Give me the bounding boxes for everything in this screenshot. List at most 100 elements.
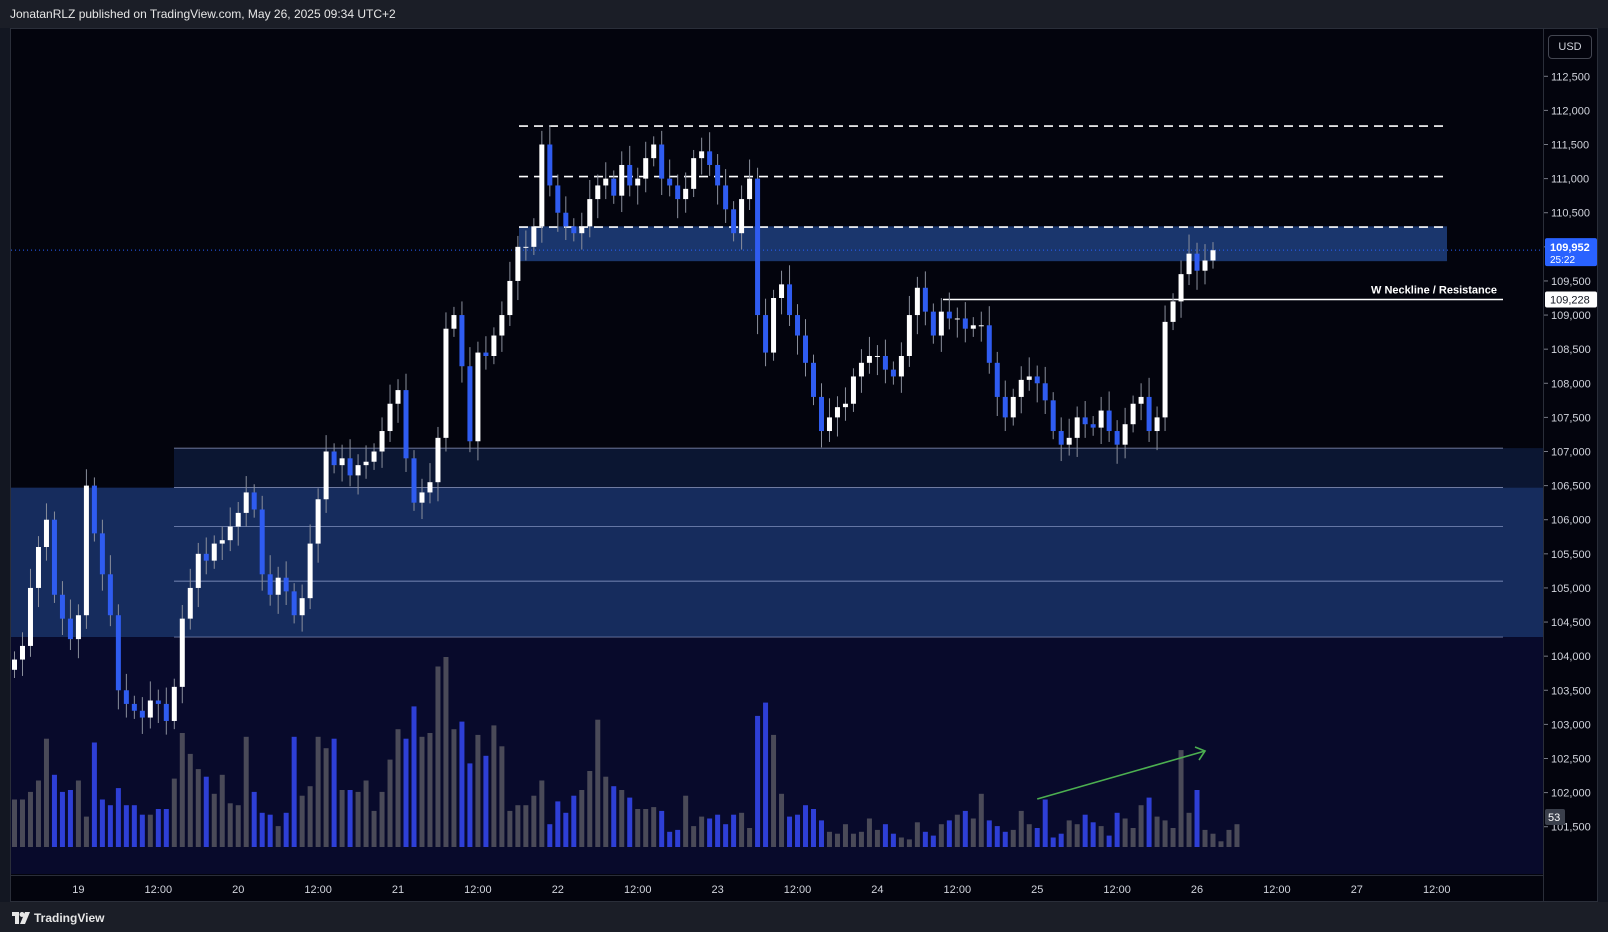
price-axis[interactable]: 112,500112,000111,500111,000110,500110,0…	[1543, 29, 1598, 901]
candle	[155, 689, 161, 724]
candle	[363, 445, 369, 479]
volume-bar	[235, 805, 241, 847]
candle-body	[1194, 253, 1200, 271]
candle	[203, 537, 209, 575]
volume-bar	[1194, 790, 1200, 847]
volume-bar	[531, 795, 537, 847]
currency-button[interactable]: USD	[1548, 35, 1592, 59]
volume-bar	[1202, 829, 1208, 847]
candle-body	[27, 587, 33, 646]
candle-body	[579, 226, 585, 234]
candle-body	[403, 390, 409, 459]
volume-bar	[395, 729, 401, 847]
time-tick-label: 19	[72, 884, 84, 896]
candle-body	[371, 451, 377, 462]
volume-bar	[563, 812, 569, 847]
candle-body	[1082, 417, 1088, 425]
volume-bar	[75, 780, 81, 847]
candle	[811, 354, 816, 406]
candle	[866, 336, 872, 374]
candle-body	[866, 355, 872, 363]
candle	[1210, 242, 1216, 269]
candle	[858, 349, 864, 393]
time-tick-label: 12:00	[1103, 884, 1131, 896]
volume-bar	[1082, 814, 1088, 847]
candle-body	[12, 659, 17, 670]
candle-body	[755, 178, 761, 316]
volume-bar	[131, 805, 137, 847]
candle	[803, 319, 809, 377]
tradingview-logo[interactable]: TradingView	[12, 910, 104, 926]
volume-bar	[858, 831, 864, 847]
volume-bar	[51, 774, 57, 847]
candle-body	[171, 686, 177, 721]
volume-bar	[243, 736, 249, 847]
candle	[1050, 392, 1056, 440]
candle-body	[315, 499, 321, 544]
candle	[1074, 406, 1080, 457]
volume-bar	[499, 746, 505, 847]
volume-bar	[515, 805, 521, 847]
volume-bar	[163, 809, 169, 847]
candle-body	[675, 185, 681, 200]
candle	[595, 174, 601, 219]
candle-body	[1178, 274, 1184, 302]
time-axis[interactable]: 19 12:00 20 12:00 21 12:00 22 12:00 23 12:00 24 12:…	[11, 875, 1543, 902]
neckline-price-value: 109,228	[1550, 295, 1590, 307]
volume-bar	[291, 736, 297, 847]
volume-bar	[898, 837, 904, 847]
candle	[19, 632, 25, 676]
volume-bar	[1162, 820, 1168, 847]
candle-body	[818, 396, 824, 432]
candle	[1066, 418, 1072, 456]
volume-bar	[691, 826, 697, 847]
volume-bar	[755, 715, 761, 847]
candle-body	[235, 512, 241, 527]
volume-bar	[1170, 828, 1176, 847]
candle-body	[203, 553, 209, 561]
candle-body	[850, 376, 856, 404]
candle-body	[427, 482, 433, 493]
volume-bar	[643, 809, 649, 847]
candle-body	[19, 645, 25, 660]
candle	[483, 336, 489, 370]
candle-body	[547, 144, 553, 186]
candle-body	[187, 587, 193, 619]
candle	[1058, 417, 1064, 462]
volume-bar	[139, 814, 145, 847]
candle	[131, 695, 137, 719]
resistance-zone	[519, 226, 1447, 262]
volume-bar	[491, 725, 497, 847]
volume-bar	[850, 833, 856, 847]
time-tick-label: 26	[1191, 884, 1203, 896]
candle-body	[467, 366, 473, 442]
candle	[467, 347, 473, 453]
current-price-countdown: 25:22	[1550, 255, 1575, 266]
candle	[115, 604, 121, 710]
candle	[1122, 407, 1128, 459]
candle	[1090, 416, 1096, 436]
candle-body	[811, 362, 816, 397]
candle	[59, 581, 65, 636]
time-tick-label: 24	[871, 884, 883, 896]
candle-body	[179, 618, 185, 687]
volume-bar	[1066, 820, 1072, 847]
candle	[922, 271, 928, 326]
volume-bar	[571, 795, 577, 847]
volume-bar	[1034, 828, 1040, 847]
volume-bar	[675, 829, 681, 847]
candle	[986, 306, 992, 374]
volume-bar	[779, 793, 785, 847]
price-tick-label: 102,500	[1551, 753, 1591, 765]
candle-body	[619, 164, 625, 196]
volume-bar	[699, 816, 705, 847]
candle-body	[1002, 396, 1008, 418]
volume-bar	[363, 780, 369, 847]
volume-bar	[91, 742, 97, 847]
candle-body	[898, 355, 904, 377]
candle-body	[267, 574, 273, 595]
candle-body	[507, 280, 513, 316]
chart-frame[interactable]: W Neckline / Resistance 112,500 112,000 11…	[10, 28, 1598, 902]
candle-body	[938, 311, 944, 336]
price-chart[interactable]: W Neckline / Resistance	[11, 29, 1543, 875]
